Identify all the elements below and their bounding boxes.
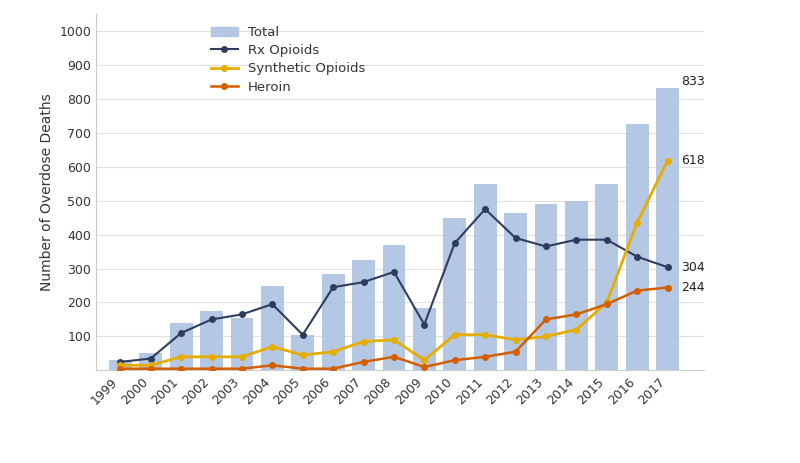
Bar xyxy=(230,318,254,370)
Text: 244: 244 xyxy=(681,281,705,294)
Y-axis label: Number of Overdose Deaths: Number of Overdose Deaths xyxy=(40,93,54,291)
Text: 618: 618 xyxy=(681,154,705,167)
Bar xyxy=(595,184,618,370)
Legend: Total, Rx Opioids, Synthetic Opioids, Heroin: Total, Rx Opioids, Synthetic Opioids, He… xyxy=(206,20,371,99)
Text: 304: 304 xyxy=(681,261,705,274)
Bar xyxy=(352,260,375,370)
Bar xyxy=(200,311,223,370)
Text: 833: 833 xyxy=(681,75,705,88)
Bar xyxy=(382,245,406,370)
Bar xyxy=(656,88,679,370)
Bar xyxy=(565,200,588,370)
Bar xyxy=(261,286,284,370)
Bar xyxy=(322,274,345,370)
Bar xyxy=(474,184,497,370)
Bar xyxy=(139,353,162,370)
Bar xyxy=(291,335,314,370)
Bar xyxy=(534,204,558,370)
Bar xyxy=(504,213,527,370)
Bar xyxy=(443,218,466,370)
Bar xyxy=(626,124,649,370)
Bar xyxy=(109,360,132,370)
Bar xyxy=(170,323,193,370)
Bar xyxy=(413,307,436,370)
